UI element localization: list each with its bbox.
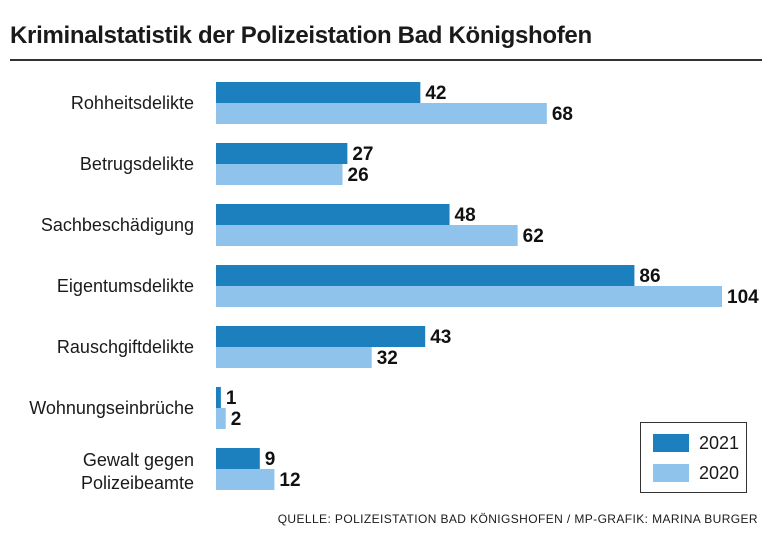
bar-2021-sachbeschädigung [216,204,450,225]
legend-swatch-2021 [653,434,689,452]
chart-legend: 2021 2020 [640,422,747,493]
value-label-2020-wohnungseinbrüche: 2 [231,409,242,430]
legend-item-2021: 2021 [653,432,739,454]
bar-2020-wohnungseinbrüche [216,408,226,429]
category-label-sachbeschädigung: Sachbeschädigung [41,215,194,235]
category-label-betrugsdelikte: Betrugsdelikte [80,154,194,174]
value-label-2020-rauschgiftdelikte: 32 [377,348,398,369]
value-label-2020-gewalt-gegen-polizeibeamte: 12 [279,470,300,491]
category-label-eigentumsdelikte: Eigentumsdelikte [57,276,194,296]
value-label-2021-rauschgiftdelikte: 43 [430,327,451,348]
value-label-2020-betrugsdelikte: 26 [348,165,369,186]
value-label-2021-gewalt-gegen-polizeibeamte: 9 [265,449,276,470]
legend-swatch-2020 [653,464,689,482]
legend-item-2020: 2020 [653,462,739,484]
source-credit: QUELLE: POLIZEISTATION BAD KÖNIGSHOFEN /… [277,512,758,526]
value-label-2020-sachbeschädigung: 62 [523,226,544,247]
category-label-wohnungseinbrüche: Wohnungseinbrüche [29,398,194,418]
bar-2021-rauschgiftdelikte [216,326,426,347]
category-label-rohheitsdelikte: Rohheitsdelikte [71,93,194,113]
bar-2020-gewalt-gegen-polizeibeamte [216,469,275,490]
bar-2020-rohheitsdelikte [216,103,547,124]
value-label-2021-eigentumsdelikte: 86 [639,266,660,287]
bar-2021-rohheitsdelikte [216,82,421,103]
category-label-gewalt-gegen-polizeibeamte: Gewalt gegen Polizeibeamte [81,450,194,493]
value-label-2021-wohnungseinbrüche: 1 [226,388,237,409]
bar-2020-sachbeschädigung [216,225,518,246]
bar-2020-rauschgiftdelikte [216,347,372,368]
bar-2021-betrugsdelikte [216,143,348,164]
category-label-rauschgiftdelikte: Rauschgiftdelikte [57,337,194,357]
value-label-2021-rohheitsdelikte: 42 [425,83,446,104]
chart-title: Kriminalstatistik der Polizeistation Bad… [10,22,592,49]
value-label-2020-eigentumsdelikte: 104 [727,287,759,308]
value-label-2021-sachbeschädigung: 48 [455,205,476,226]
legend-label-2021: 2021 [699,432,740,453]
bar-2020-eigentumsdelikte [216,286,722,307]
value-label-2021-betrugsdelikte: 27 [352,144,373,165]
bar-2020-betrugsdelikte [216,164,343,185]
bar-2021-gewalt-gegen-polizeibeamte [216,448,260,469]
bar-2021-eigentumsdelikte [216,265,635,286]
value-label-2020-rohheitsdelikte: 68 [552,104,573,125]
bar-2021-wohnungseinbrüche [216,387,221,408]
legend-label-2020: 2020 [699,462,740,483]
title-divider [10,59,762,61]
